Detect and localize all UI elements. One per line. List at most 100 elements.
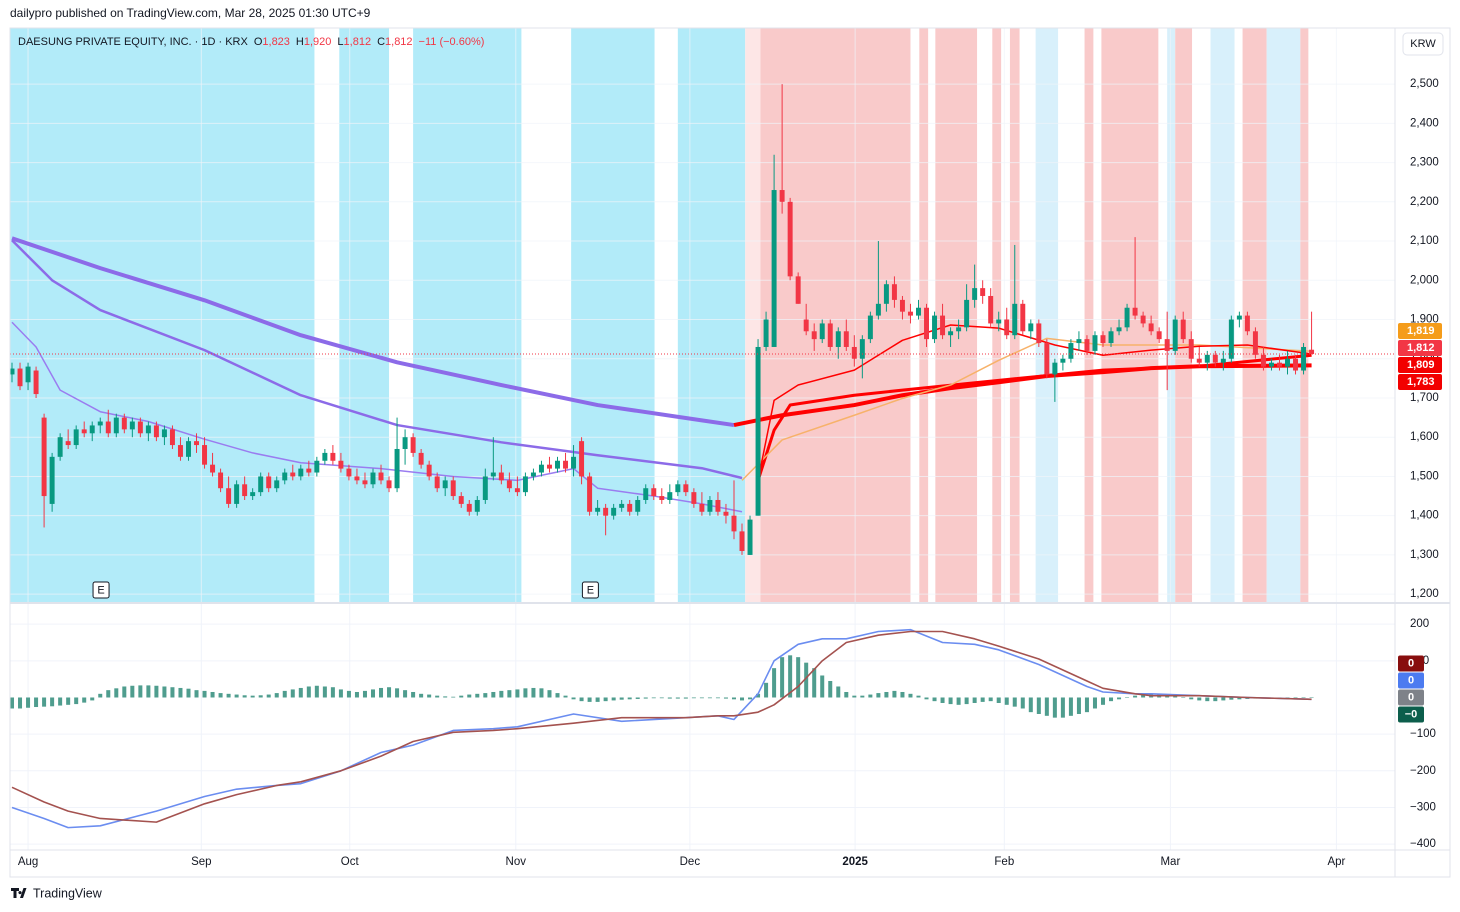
histogram-bar (114, 688, 119, 698)
candle-body (611, 507, 617, 516)
histogram-bar (940, 697, 945, 703)
candle-body (506, 480, 512, 489)
candle-body (81, 429, 87, 434)
histogram-bar (635, 697, 640, 699)
histogram-bar (1036, 697, 1041, 714)
y-tick-label: 1,700 (1410, 392, 1439, 404)
footer: TradingView (33, 886, 103, 900)
histogram-bar (210, 691, 215, 698)
y-tick-label: 2,500 (1410, 78, 1439, 90)
candle-body (1268, 362, 1274, 367)
histogram-bar (1141, 694, 1146, 698)
candle-body (1028, 323, 1034, 332)
histogram-bar (98, 693, 103, 698)
candle-body (314, 460, 320, 473)
tv-logo (11, 888, 27, 898)
candle-body (1285, 358, 1290, 367)
y-tick-label: 2,000 (1410, 274, 1439, 286)
candle-body (514, 488, 520, 493)
macd-label: −0 (1405, 708, 1418, 720)
candle-body (795, 276, 801, 304)
histogram-bar (836, 686, 841, 698)
x-tick-label: Apr (1327, 856, 1345, 868)
candle-body (234, 484, 240, 504)
histogram-bar (290, 689, 295, 698)
candle-body (442, 480, 448, 489)
candle-body (33, 370, 39, 395)
candle-body (972, 288, 978, 300)
currency-button[interactable] (1402, 32, 1444, 56)
histogram-bar (186, 688, 191, 698)
histogram-bar (964, 697, 969, 705)
histogram-bar (932, 697, 937, 702)
histogram-bar (1309, 697, 1314, 698)
histogram-bar (764, 682, 769, 698)
price-label-box (1398, 322, 1442, 339)
histogram-bar (194, 690, 199, 698)
frame (9, 27, 1451, 878)
candle-body (250, 492, 256, 497)
candle-body (1116, 327, 1122, 332)
candle-body (667, 492, 673, 500)
histogram-bar (1229, 697, 1234, 700)
candle-body (699, 503, 705, 512)
candle-body (306, 468, 312, 473)
y-tick-label: 200 (1410, 618, 1429, 630)
background-zone (1300, 28, 1309, 602)
histogram-bar (427, 694, 432, 698)
histogram-bar (988, 697, 993, 702)
candle-body (739, 531, 745, 551)
currency[interactable]: KRW (1410, 38, 1436, 50)
candle-body (418, 452, 424, 465)
histogram-bar (170, 687, 175, 698)
candle-body (9, 368, 15, 375)
histogram-bar (122, 686, 127, 698)
candle-body (1293, 358, 1299, 371)
candle-body (1076, 339, 1082, 344)
histogram-bar (804, 662, 809, 698)
candle-body (907, 311, 913, 316)
candle-body (186, 441, 191, 457)
histogram-bar (876, 693, 881, 698)
histogram-bar (956, 697, 961, 705)
y-tick-label: −100 (1410, 728, 1436, 740)
candle-body (883, 284, 889, 304)
histogram-bar (571, 697, 576, 700)
histogram-bar (539, 688, 544, 698)
histogram-bar (499, 690, 504, 698)
background-zone (1167, 28, 1176, 602)
price-label: 1,819 (1407, 325, 1435, 337)
histogram-bar (250, 695, 255, 698)
histogram-bar (812, 668, 817, 698)
histogram-bar (50, 697, 55, 707)
histogram-bar (338, 689, 343, 698)
histogram-bar (948, 697, 953, 705)
histogram-bar (435, 695, 440, 698)
histogram-bar (924, 697, 929, 700)
publisher: dailypro published on TradingView.com, M… (10, 6, 371, 20)
candle-body (1108, 331, 1114, 344)
candle-body (1244, 315, 1250, 332)
histogram-bar (42, 697, 47, 707)
price-label-box (1398, 339, 1442, 356)
x-tick-label: Feb (994, 856, 1014, 868)
macd-line (11, 630, 1312, 823)
candle-body (322, 452, 328, 461)
histogram-bar (972, 697, 977, 703)
moving-average (11, 236, 735, 428)
histogram-bar (796, 657, 801, 698)
candle-body (274, 480, 280, 489)
candle-body (755, 346, 761, 516)
histogram-bar (282, 690, 287, 698)
candle-body (859, 339, 865, 359)
candle-body (1172, 319, 1178, 351)
histogram-bar (1237, 697, 1242, 700)
histogram-bar (980, 697, 985, 702)
candle-body (242, 484, 248, 497)
histogram-bar (1084, 697, 1089, 713)
candle-body (145, 425, 151, 434)
background-zone (1084, 28, 1094, 602)
candle-body (1044, 343, 1050, 375)
y-tick-label: 1,500 (1410, 470, 1439, 482)
histogram-bar (362, 690, 367, 698)
